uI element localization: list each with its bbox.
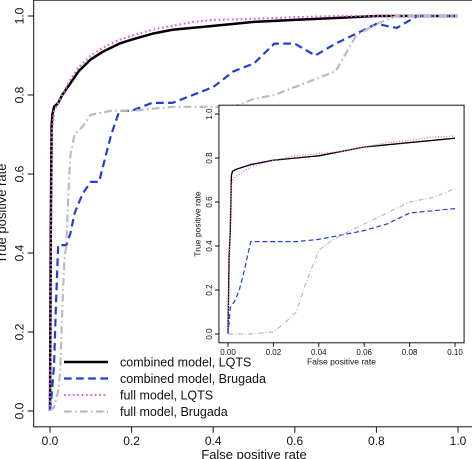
main-x-tick-label: 0.8 [368,434,385,448]
inset-x-tick-label: 0.00 [220,348,236,357]
main-x-tick-label: 1.0 [450,434,467,448]
inset-y-tick-label: 0.2 [205,284,214,296]
main-y-tick-label: 0.2 [12,323,26,340]
inset-plot-frame [218,104,465,344]
legend-label-combined-model-lqts: combined model, LQTS [120,356,251,370]
main-line-full-model-lqts [48,14,458,412]
inset-y-tick-label: 0.0 [205,328,214,340]
inset-line-full-model-lqts [227,135,456,335]
main-x-axis-label: False positive rate [201,447,307,459]
legend-label-full-model-brugada: full model, Brugada [120,405,228,419]
main-line-full-model-brugada [49,14,458,412]
inset-x-tick-label: 0.08 [402,348,418,357]
main-y-axis: 0.0 0.2 0.4 0.6 0.8 1.0 [12,7,34,419]
main-y-tick-label: 0.8 [12,86,26,103]
main-x-axis: 0.0 0.2 0.4 0.6 0.8 1.0 [42,426,467,448]
inset-x-tick-label: 0.06 [356,348,372,357]
main-y-tick-label: 0.0 [12,402,26,419]
main-x-tick-label: 0.0 [42,434,59,448]
inset-plot-panel: 0.00 0.02 0.04 0.06 0.08 0.10 0.0 0.2 0.4 0.6 0.8… [193,104,465,366]
main-series-group [48,14,458,412]
main-line-combined-model-brugada [48,14,458,412]
inset-series-clip [227,135,456,335]
main-series-clip [48,14,458,412]
inset-x-tick-label: 0.10 [447,348,463,357]
main-y-axis-label: True positive rate [0,164,9,264]
inset-x-tick-label: 0.04 [311,348,327,357]
main-x-tick-label: 0.4 [205,434,222,448]
legend-label-full-model-lqts: full model, LQTS [120,389,213,403]
legend: combined model, LQTS combined model, Brug… [64,356,266,419]
inset-x-axis-label: False positive rate [307,356,376,366]
main-plot-frame [33,0,472,428]
inset-x-tick-label: 0.02 [266,348,282,357]
inset-background [218,105,465,343]
inset-line-combined-model-brugada [227,208,456,335]
main-y-tick-label: 0.4 [12,244,26,261]
inset-y-axis: 0.0 0.2 0.4 0.6 0.8 1.0 [205,108,219,340]
main-y-tick-label: 1.0 [12,7,26,24]
inset-y-tick-label: 0.8 [205,152,214,164]
inset-series-group [227,135,456,335]
legend-label-combined-model-brugada: combined model, Brugada [120,372,266,386]
inset-line-full-model-brugada [228,188,456,335]
inset-y-tick-label: 0.4 [205,240,214,252]
main-x-tick-label: 0.6 [286,434,303,448]
inset-y-tick-label: 0.6 [205,196,214,208]
inset-y-axis-label: True positive rate [193,191,203,257]
inset-y-tick-label: 1.0 [205,108,214,120]
inset-line-combined-model-lqts [227,137,456,335]
main-x-tick-label: 0.2 [123,434,140,448]
main-y-tick-label: 0.6 [12,165,26,182]
inset-x-axis: 0.00 0.02 0.04 0.06 0.08 0.10 [220,342,463,357]
